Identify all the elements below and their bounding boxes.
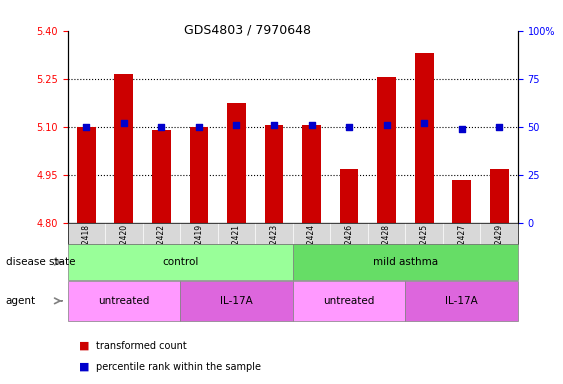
Point	[495, 124, 504, 130]
Text: disease state: disease state	[6, 257, 75, 267]
Text: GSM872420: GSM872420	[119, 224, 128, 270]
Point	[345, 124, 354, 130]
Point	[82, 124, 91, 130]
Point	[194, 124, 203, 130]
Bar	[190, 127, 208, 223]
Point	[419, 120, 428, 126]
Text: GSM872419: GSM872419	[194, 224, 203, 270]
Text: percentile rank within the sample: percentile rank within the sample	[96, 362, 261, 372]
Text: GSM872425: GSM872425	[419, 224, 428, 270]
Text: GDS4803 / 7970648: GDS4803 / 7970648	[184, 23, 311, 36]
Text: untreated: untreated	[98, 296, 150, 306]
Text: control: control	[162, 257, 198, 267]
Point	[307, 122, 316, 128]
Bar	[227, 103, 246, 223]
Point	[457, 126, 466, 132]
Point	[382, 122, 391, 128]
Text: untreated: untreated	[323, 296, 375, 306]
Point	[232, 122, 241, 128]
Bar	[490, 169, 508, 223]
Bar	[339, 169, 359, 223]
Bar	[114, 74, 133, 223]
Bar	[77, 127, 96, 223]
Bar	[452, 180, 471, 223]
Text: mild asthma: mild asthma	[373, 257, 438, 267]
Text: ■: ■	[79, 341, 90, 351]
Point	[157, 124, 166, 130]
Text: GSM872423: GSM872423	[270, 224, 279, 270]
Text: GSM872426: GSM872426	[345, 224, 354, 270]
Text: GSM872421: GSM872421	[232, 224, 241, 270]
Bar	[302, 125, 321, 223]
Bar	[152, 130, 171, 223]
Bar	[415, 53, 434, 223]
Text: ■: ■	[79, 362, 90, 372]
Text: transformed count: transformed count	[96, 341, 186, 351]
Bar	[377, 77, 396, 223]
Text: IL-17A: IL-17A	[445, 296, 478, 306]
Text: GSM872422: GSM872422	[157, 224, 166, 270]
Point	[270, 122, 279, 128]
Bar	[265, 125, 283, 223]
Text: agent: agent	[6, 296, 36, 306]
Point	[119, 120, 128, 126]
Text: GSM872424: GSM872424	[307, 224, 316, 270]
Text: GSM872429: GSM872429	[495, 224, 504, 270]
Text: GSM872427: GSM872427	[457, 224, 466, 270]
Text: GSM872418: GSM872418	[82, 224, 91, 270]
Text: GSM872428: GSM872428	[382, 224, 391, 270]
Text: IL-17A: IL-17A	[220, 296, 253, 306]
